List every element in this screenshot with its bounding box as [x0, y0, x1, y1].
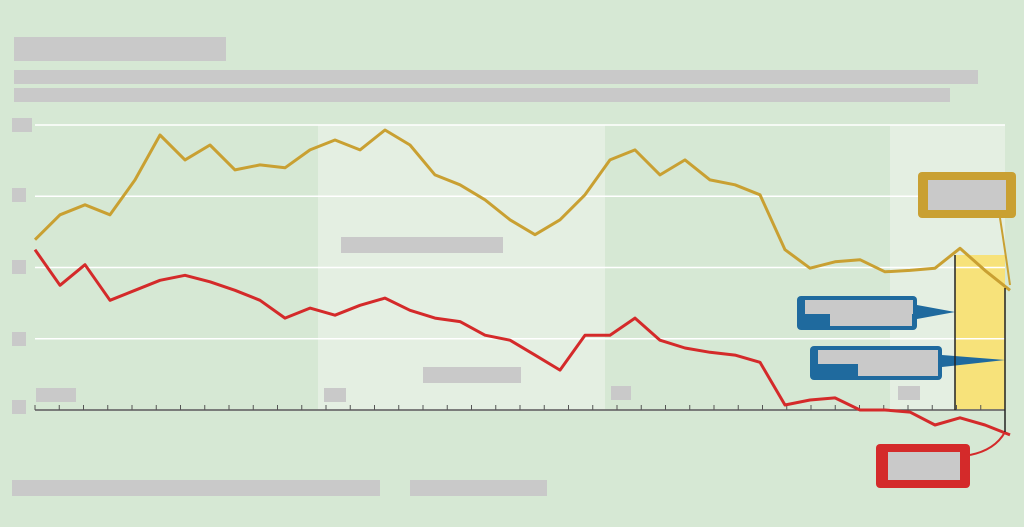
- callout-pointer: [999, 217, 1011, 286]
- redacted-callout: [888, 452, 960, 480]
- redacted-callout: [830, 314, 912, 326]
- redacted-subtitle: [14, 70, 978, 84]
- callout-pointer: [942, 355, 1005, 367]
- redacted-label: [12, 118, 32, 132]
- redacted-callout: [805, 300, 913, 314]
- redacted-label: [324, 388, 346, 402]
- redacted-label: [36, 388, 76, 402]
- highlight-band: [955, 255, 1005, 410]
- redacted-callout: [928, 180, 1006, 210]
- callout-pointer: [969, 431, 1006, 456]
- callout-pointer: [917, 305, 955, 319]
- redacted-label: [12, 260, 26, 274]
- redacted-label: [12, 332, 26, 346]
- redacted-annotation: [341, 237, 503, 253]
- x-ticks: [34, 405, 1006, 410]
- redacted-annotation: [423, 367, 521, 383]
- redacted-label: [12, 188, 26, 202]
- redacted-callout: [858, 364, 938, 376]
- redacted-subtitle: [14, 88, 950, 102]
- series-line: [33, 128, 1011, 292]
- lines: [33, 128, 1011, 437]
- redacted-title: [14, 37, 226, 61]
- redacted-label: [12, 400, 26, 414]
- series-line: [33, 248, 1011, 437]
- redacted-source: [410, 480, 547, 496]
- redacted-label: [898, 386, 920, 400]
- redacted-source: [12, 480, 380, 496]
- redacted-callout: [818, 350, 938, 364]
- redacted-label: [611, 386, 631, 400]
